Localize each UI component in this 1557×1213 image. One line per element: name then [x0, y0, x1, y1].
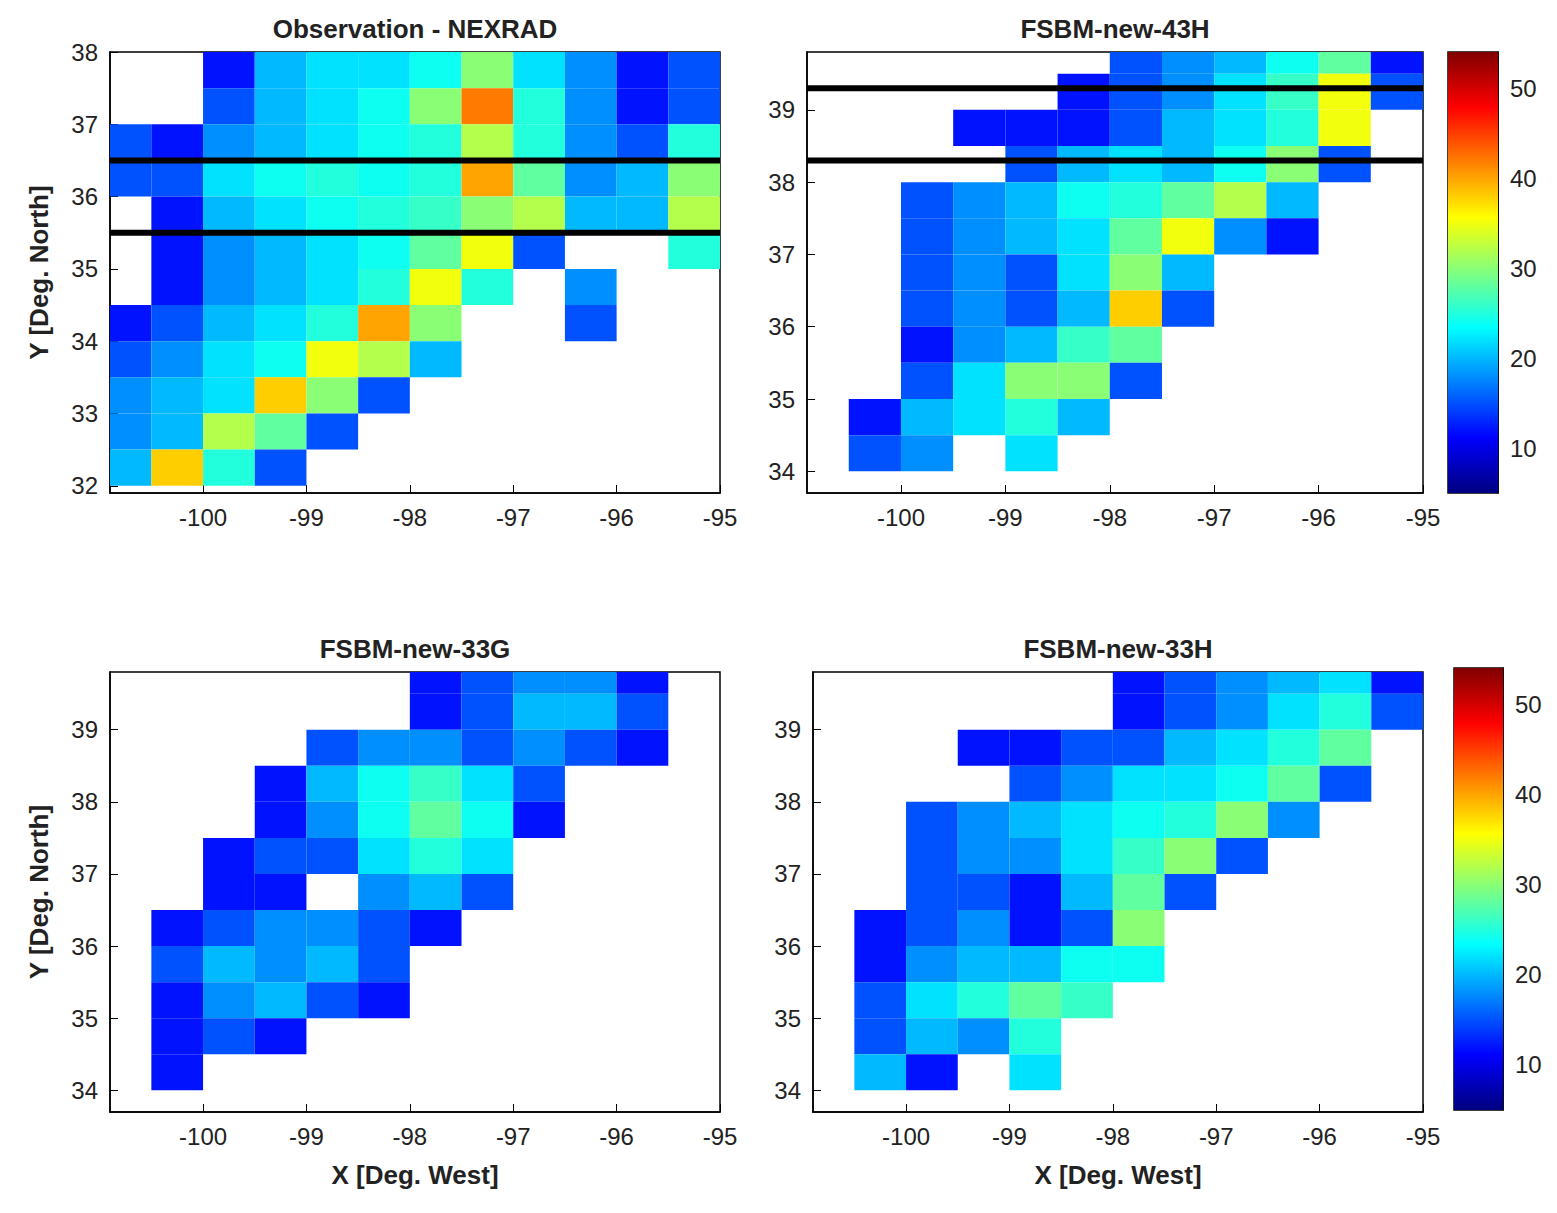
svg-text:30: 30	[1510, 255, 1537, 282]
svg-text:-95: -95	[703, 504, 738, 531]
svg-text:38: 38	[774, 788, 801, 815]
svg-text:38: 38	[71, 788, 98, 815]
svg-text:35: 35	[71, 255, 98, 282]
svg-text:36: 36	[774, 933, 801, 960]
svg-text:39: 39	[71, 716, 98, 743]
svg-text:-98: -98	[392, 504, 427, 531]
svg-text:-98: -98	[1095, 1123, 1130, 1150]
svg-text:Observation - NEXRAD: Observation - NEXRAD	[273, 14, 558, 44]
svg-text:-97: -97	[496, 504, 531, 531]
svg-text:35: 35	[71, 1005, 98, 1032]
svg-text:X [Deg. West]: X [Deg. West]	[331, 1160, 498, 1190]
svg-text:40: 40	[1515, 781, 1542, 808]
svg-text:50: 50	[1510, 75, 1537, 102]
svg-text:-99: -99	[289, 504, 324, 531]
svg-text:37: 37	[71, 111, 98, 138]
svg-text:-95: -95	[1406, 504, 1441, 531]
svg-text:Y [Deg. North]: Y [Deg. North]	[24, 805, 54, 979]
svg-text:-99: -99	[988, 504, 1023, 531]
svg-text:20: 20	[1510, 345, 1537, 372]
svg-text:FSBM-new-33G: FSBM-new-33G	[320, 634, 511, 664]
svg-text:35: 35	[768, 386, 795, 413]
svg-text:-100: -100	[179, 1123, 227, 1150]
svg-text:33: 33	[71, 400, 98, 427]
svg-text:36: 36	[71, 933, 98, 960]
svg-text:X [Deg. West]: X [Deg. West]	[1034, 1160, 1201, 1190]
svg-text:-96: -96	[1302, 1123, 1337, 1150]
svg-text:-99: -99	[992, 1123, 1027, 1150]
svg-text:-99: -99	[289, 1123, 324, 1150]
svg-text:-97: -97	[1199, 1123, 1234, 1150]
svg-text:40: 40	[1510, 165, 1537, 192]
svg-text:30: 30	[1515, 871, 1542, 898]
svg-text:-100: -100	[882, 1123, 930, 1150]
svg-text:Y [Deg. North]: Y [Deg. North]	[24, 185, 54, 359]
svg-text:39: 39	[774, 716, 801, 743]
svg-text:-95: -95	[703, 1123, 738, 1150]
svg-text:10: 10	[1515, 1051, 1542, 1078]
svg-text:38: 38	[71, 39, 98, 66]
svg-text:35: 35	[774, 1005, 801, 1032]
svg-text:36: 36	[71, 183, 98, 210]
svg-text:-98: -98	[1092, 504, 1127, 531]
svg-text:37: 37	[768, 241, 795, 268]
svg-text:-95: -95	[1406, 1123, 1441, 1150]
svg-text:-98: -98	[392, 1123, 427, 1150]
svg-text:-96: -96	[599, 1123, 634, 1150]
svg-text:-100: -100	[179, 504, 227, 531]
svg-text:32: 32	[71, 472, 98, 499]
svg-text:38: 38	[768, 169, 795, 196]
svg-text:20: 20	[1515, 961, 1542, 988]
svg-text:10: 10	[1510, 435, 1537, 462]
svg-text:-97: -97	[496, 1123, 531, 1150]
svg-text:34: 34	[71, 328, 98, 355]
svg-text:37: 37	[71, 860, 98, 887]
svg-text:FSBM-new-33H: FSBM-new-33H	[1023, 634, 1212, 664]
svg-text:-100: -100	[877, 504, 925, 531]
svg-text:36: 36	[768, 313, 795, 340]
svg-text:-97: -97	[1197, 504, 1232, 531]
svg-text:-96: -96	[599, 504, 634, 531]
svg-text:-96: -96	[1301, 504, 1336, 531]
svg-text:39: 39	[768, 96, 795, 123]
svg-text:34: 34	[774, 1077, 801, 1104]
svg-text:FSBM-new-43H: FSBM-new-43H	[1020, 14, 1209, 44]
svg-text:50: 50	[1515, 691, 1542, 718]
svg-text:34: 34	[768, 458, 795, 485]
svg-text:37: 37	[774, 860, 801, 887]
svg-text:34: 34	[71, 1077, 98, 1104]
